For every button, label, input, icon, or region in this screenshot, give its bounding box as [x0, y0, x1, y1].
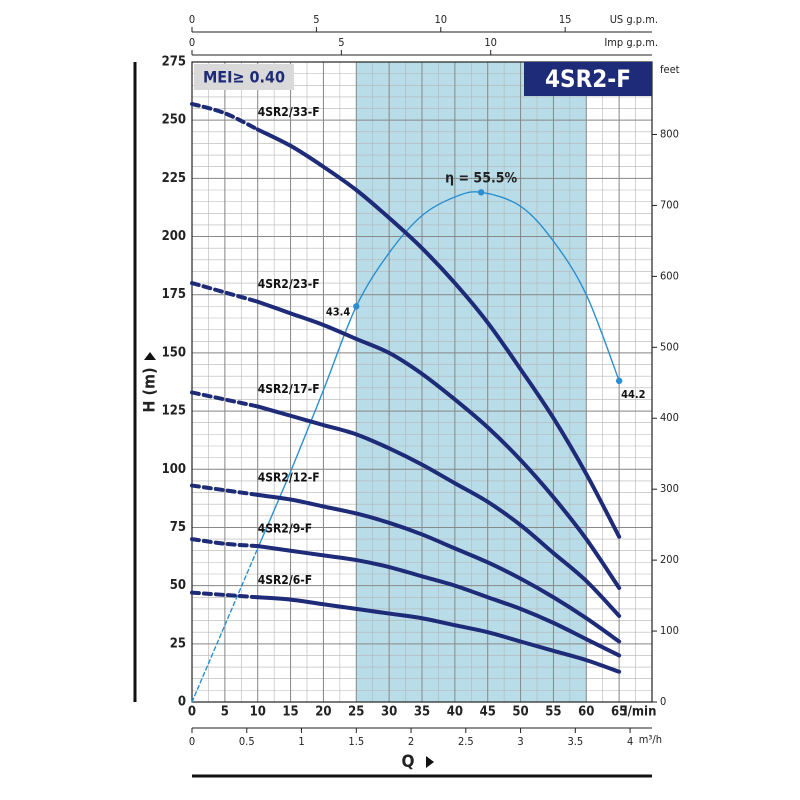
- y-axis-label: H (m): [140, 367, 159, 412]
- top-axis-label: US g.p.m.: [610, 13, 658, 26]
- pump-curve: [255, 404, 622, 618]
- title-box: [524, 62, 652, 96]
- x-unit: l/min: [624, 705, 657, 720]
- y2-tick-label: 0: [660, 695, 666, 708]
- efficiency-label: 43.4: [326, 305, 351, 318]
- bottom-axis-tick-label: 0: [189, 735, 195, 748]
- y-tick-label: 100: [162, 462, 186, 477]
- y2-tick-label: 300: [660, 482, 679, 495]
- x-tick-label: 10: [250, 705, 266, 720]
- bottom-axis-tick-label: 4: [627, 735, 633, 748]
- y-tick-label: 150: [162, 345, 186, 360]
- x-tick-label: 0: [188, 705, 196, 720]
- pump-curve: [255, 595, 622, 674]
- y2-tick-label: 200: [660, 553, 679, 566]
- curve-label: 4SR2/6-F: [258, 573, 312, 587]
- x-axis-label: Q: [402, 752, 415, 772]
- x-tick-label: 65: [611, 705, 627, 720]
- pump-curve: [190, 590, 260, 600]
- top-axis-label: Imp g.p.m.: [604, 36, 658, 49]
- x-tick-label: 5: [221, 705, 229, 720]
- curve-label: 4SR2/33-F: [258, 105, 320, 119]
- x-tick-label: 15: [282, 705, 298, 720]
- mei-box: [194, 64, 294, 90]
- bottom-axis-tick-label: 1: [298, 735, 304, 748]
- y-tick-label: 200: [162, 229, 186, 244]
- pump-curve: [190, 390, 260, 409]
- x-tick-label: 30: [381, 705, 397, 720]
- pump-curve: [255, 127, 622, 539]
- efficiency-label: 44.2: [621, 388, 646, 401]
- y-tick-label: 0: [178, 695, 186, 710]
- curve-label: 4SR2/12-F: [258, 470, 320, 484]
- x-tick-label: 25: [348, 705, 364, 720]
- y-tick-label: 275: [162, 55, 186, 70]
- pump-curve: [255, 299, 622, 590]
- y-tick-label: 175: [162, 287, 186, 302]
- curve-label: 4SR2/9-F: [258, 522, 312, 536]
- efficiency-label: η = 55.5%: [445, 170, 517, 186]
- x-tick-label: 50: [512, 705, 528, 720]
- top-axis-tick-label: 10: [484, 36, 497, 49]
- bottom-axis-tick-label: 2: [408, 735, 414, 748]
- y2-axis-label: feet: [660, 63, 680, 76]
- top-axis-tick-label: 15: [559, 13, 572, 26]
- pump-curve: [255, 492, 622, 644]
- y2-tick-label: 600: [660, 269, 679, 282]
- bottom-axis-tick-label: 2.5: [458, 735, 474, 748]
- chart-title: 4SR2-F: [545, 65, 631, 93]
- bottom-axis-tick-label: 0.5: [239, 735, 255, 748]
- pump-curve: [190, 537, 260, 549]
- y-axis-arrow: [144, 352, 156, 360]
- y2-tick-label: 100: [660, 624, 679, 637]
- y-tick-label: 75: [170, 520, 186, 535]
- y-tick-label: 50: [170, 578, 186, 593]
- top-axis-tick-label: 0: [189, 36, 195, 49]
- pump-curve: [190, 281, 260, 304]
- efficiency-line: [191, 547, 259, 703]
- x-tick-label: 55: [545, 705, 561, 720]
- top-axis-tick-label: 5: [338, 36, 344, 49]
- efficiency-point: [615, 377, 623, 385]
- top-axis-tick-label: 0: [189, 13, 195, 26]
- bottom-axis-tick-label: 1.5: [348, 735, 364, 748]
- curve-label: 4SR2/17-F: [258, 382, 320, 396]
- bottom-axis-tick-label: 3.5: [567, 735, 583, 748]
- y2-tick-label: 400: [660, 411, 679, 424]
- pump-curve: [255, 544, 622, 658]
- x-tick-label: 60: [578, 705, 594, 720]
- y2-tick-label: 700: [660, 198, 679, 211]
- curve-label: 4SR2/23-F: [258, 277, 320, 291]
- plot-frame: [191, 61, 653, 703]
- top-axis-tick-label: 5: [313, 13, 319, 26]
- y-tick-label: 250: [162, 113, 186, 128]
- efficiency-point: [477, 189, 485, 196]
- bottom-axis-label: m³/h: [639, 733, 662, 746]
- pump-curve: [190, 101, 260, 132]
- y-tick-label: 225: [162, 171, 186, 186]
- bottom-axis-tick-label: 3: [517, 735, 523, 748]
- efficiency-point: [353, 303, 360, 310]
- y2-tick-label: 800: [660, 127, 679, 140]
- y2-tick-label: 500: [660, 340, 679, 353]
- pump-curve: [190, 483, 260, 497]
- efficiency-line: [257, 191, 620, 550]
- x-tick-label: 35: [414, 705, 430, 720]
- x-tick-label: 20: [315, 705, 331, 720]
- y-tick-label: 125: [162, 404, 186, 419]
- x-tick-label: 40: [447, 705, 463, 720]
- y-tick-label: 25: [170, 636, 186, 651]
- x-tick-label: 45: [480, 705, 496, 720]
- subtitle: MEI≥ 0.40: [203, 68, 285, 87]
- x-axis-arrow: [426, 756, 434, 768]
- top-axis-tick-label: 10: [434, 13, 447, 26]
